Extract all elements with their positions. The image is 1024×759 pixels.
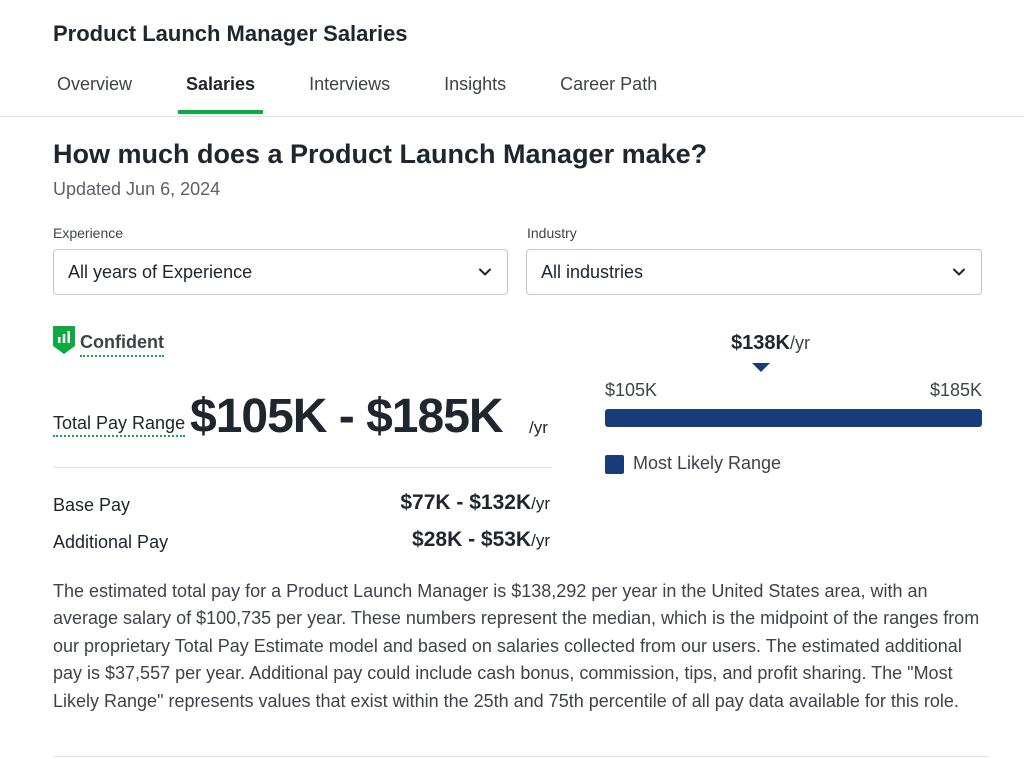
range-max-label: $185K [929, 380, 982, 400]
industry-dropdown[interactable]: All industries [526, 249, 982, 295]
tab-bar: Overview Salaries Interviews Insights Ca… [53, 74, 707, 116]
chevron-down-icon [953, 268, 965, 276]
median-pay-unit: /yr [789, 333, 810, 353]
bar-chart-shield-icon [53, 326, 75, 354]
median-marker [751, 363, 770, 372]
additional-pay-label: Additional Pay [53, 532, 169, 552]
tab-insights[interactable]: Insights [444, 74, 507, 94]
total-pay-range-label[interactable]: Total Pay Range [53, 413, 186, 437]
most-likely-range-bar [605, 409, 982, 427]
divider [53, 756, 988, 757]
legend-swatch [605, 455, 624, 474]
legend-label: Most Likely Range [633, 453, 782, 473]
total-pay-range-value: $105K - $185K [190, 390, 504, 443]
tab-overview[interactable]: Overview [57, 74, 133, 94]
additional-pay-unit: /yr [531, 531, 550, 550]
range-min-label: $105K [605, 380, 658, 400]
base-pay-value: $77K - $132K/yr [400, 491, 550, 515]
tab-salaries[interactable]: Salaries [178, 74, 264, 116]
base-pay-unit: /yr [531, 494, 550, 513]
salary-description: The estimated total pay for a Product La… [53, 581, 980, 711]
base-pay-label: Base Pay [53, 495, 131, 515]
confidence-label[interactable]: Confident [80, 332, 164, 357]
base-pay-amount: $77K - $132K [400, 491, 532, 514]
additional-pay-value: $28K - $53K/yr [412, 528, 550, 552]
total-pay-unit: /yr [529, 418, 548, 437]
median-pay-amount: $138K [731, 332, 790, 354]
experience-dropdown[interactable]: All years of Experience [53, 249, 508, 295]
page-title: Product Launch Manager Salaries [53, 21, 408, 46]
divider [53, 467, 551, 468]
tab-interviews[interactable]: Interviews [309, 74, 391, 94]
additional-pay-amount: $28K - $53K [412, 528, 532, 551]
experience-value: All years of Experience [68, 261, 253, 282]
experience-label: Experience [53, 225, 124, 241]
industry-label: Industry [527, 225, 577, 241]
median-pay: $138K/yr [731, 332, 810, 355]
tabs-divider [0, 116, 1024, 117]
updated-date: Updated Jun 6, 2024 [53, 179, 221, 199]
industry-value: All industries [541, 261, 644, 282]
tab-career-path[interactable]: Career Path [560, 74, 658, 94]
section-heading: How much does a Product Launch Manager m… [53, 139, 708, 169]
chevron-down-icon [479, 268, 491, 276]
